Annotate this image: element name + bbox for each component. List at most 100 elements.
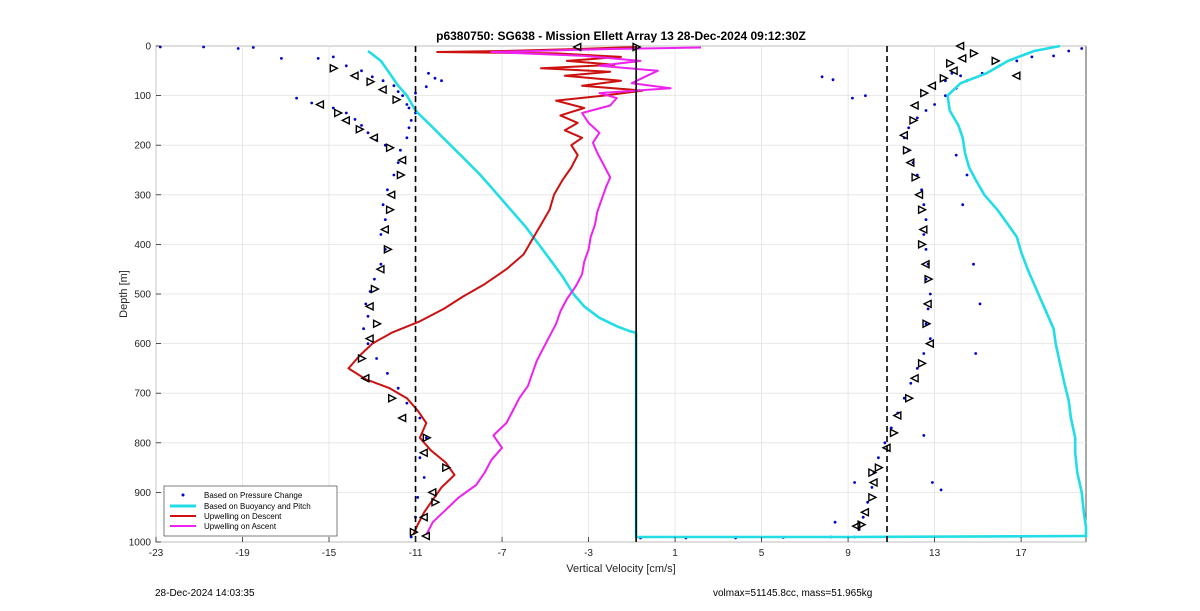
triangle-marker xyxy=(360,373,370,383)
data-point xyxy=(373,277,376,281)
triangle-marker xyxy=(314,99,325,110)
x-tick-label: -23 xyxy=(149,548,164,559)
x-tick-label: -3 xyxy=(584,548,593,559)
data-point xyxy=(396,161,400,165)
data-point xyxy=(933,103,936,106)
triangle-marker xyxy=(939,73,949,83)
triangle-marker xyxy=(355,124,365,134)
data-point xyxy=(907,126,911,130)
data-point xyxy=(1015,59,1019,63)
triangle-marker xyxy=(905,393,915,403)
triangle-marker xyxy=(364,333,374,344)
data-point xyxy=(1080,47,1084,50)
data-point xyxy=(386,188,389,192)
triangle-marker xyxy=(1011,71,1021,81)
x-tick-label: -15 xyxy=(322,548,337,559)
data-point xyxy=(392,84,396,88)
x-tick-label: 1 xyxy=(672,548,678,559)
triangle-marker xyxy=(857,519,867,530)
x-tick-label: -19 xyxy=(235,548,250,559)
triangle-marker xyxy=(859,507,870,517)
legend-label-buoyancy: Based on Buoyancy and Pitch xyxy=(204,502,311,511)
triangle-marker xyxy=(385,143,396,153)
triangle-marker xyxy=(379,224,389,235)
triangle-marker xyxy=(957,53,967,64)
data-point xyxy=(370,75,374,79)
data-point xyxy=(353,118,357,121)
data-point xyxy=(418,456,422,460)
legend-label-ascent: Upwelling on Ascent xyxy=(204,522,277,531)
data-point xyxy=(366,342,370,345)
reference-lines xyxy=(414,46,888,542)
triangle-marker xyxy=(955,41,965,51)
data-point xyxy=(316,57,320,60)
y-tick-label: 600 xyxy=(134,339,151,350)
x-tick-label: 9 xyxy=(845,548,851,559)
triangle-marker xyxy=(922,319,932,329)
data-point xyxy=(236,47,240,50)
y-tick-label: 100 xyxy=(134,91,151,102)
chart-title: p6380750: SG638 - Mission Ellett Array 1… xyxy=(436,29,806,43)
data-point xyxy=(939,488,943,492)
data-point xyxy=(251,46,255,49)
data-point xyxy=(366,314,370,318)
data-point xyxy=(944,94,947,97)
triangle-marker xyxy=(991,56,1001,66)
data-point xyxy=(924,218,928,222)
data-point xyxy=(416,496,420,499)
data-point xyxy=(399,148,402,152)
axes: -23 -19 -15 -11 -7 -3 1 5 9 13 17 0 100 200 300 400 500 6… xyxy=(129,42,1027,560)
x-tick-label: 13 xyxy=(929,548,941,559)
data-point xyxy=(833,520,837,524)
data-point xyxy=(414,91,417,95)
triangle-marker xyxy=(917,239,928,250)
triangle-marker xyxy=(913,190,924,200)
legend-label-pressure: Based on Pressure Change xyxy=(204,491,303,500)
triangle-marker xyxy=(420,531,430,541)
y-tick-label: 800 xyxy=(134,438,151,449)
triangle-marker xyxy=(920,88,930,98)
data-point xyxy=(381,79,385,83)
triangle-marker xyxy=(368,133,379,143)
data-point xyxy=(392,173,396,177)
triangle-marker xyxy=(388,393,398,403)
data-point xyxy=(928,337,932,340)
data-point xyxy=(381,203,385,207)
data-point xyxy=(928,292,932,296)
data-point xyxy=(851,96,854,100)
triangle-marker xyxy=(917,205,928,215)
triangle-marker xyxy=(946,58,956,69)
legend-box xyxy=(163,485,338,537)
data-point xyxy=(409,119,413,122)
triangle-marker xyxy=(851,521,861,531)
series-line-2 xyxy=(347,46,644,535)
data-point xyxy=(405,136,409,140)
triangle-marker xyxy=(364,301,374,312)
triangle-marker xyxy=(334,108,344,118)
y-tick-label: 0 xyxy=(145,42,151,53)
triangle-marker xyxy=(427,487,437,498)
triangle-marker xyxy=(898,130,908,140)
data-point xyxy=(961,203,965,207)
series-line-1 xyxy=(946,44,1088,537)
triangle-marker xyxy=(431,497,441,507)
triangle-marker xyxy=(357,353,368,364)
data-point xyxy=(883,441,887,445)
triangle-marker xyxy=(397,413,407,423)
footer-vol-mass: volmax=51145.8cc, mass=51.965kg xyxy=(713,588,873,599)
data-point xyxy=(364,302,368,306)
triangle-marker xyxy=(422,433,432,443)
data-point xyxy=(386,372,389,375)
legend-label-descent: Upwelling on Descent xyxy=(204,512,282,521)
triangle-marker xyxy=(881,443,891,453)
data-point xyxy=(972,262,975,266)
data-point xyxy=(360,69,363,73)
data-point xyxy=(924,109,928,112)
y-tick-label: 200 xyxy=(134,141,151,152)
y-tick-label: 900 xyxy=(134,488,151,499)
data-point xyxy=(344,111,348,115)
data-point xyxy=(440,79,443,83)
data-point xyxy=(831,78,835,82)
triangle-marker xyxy=(909,100,919,111)
